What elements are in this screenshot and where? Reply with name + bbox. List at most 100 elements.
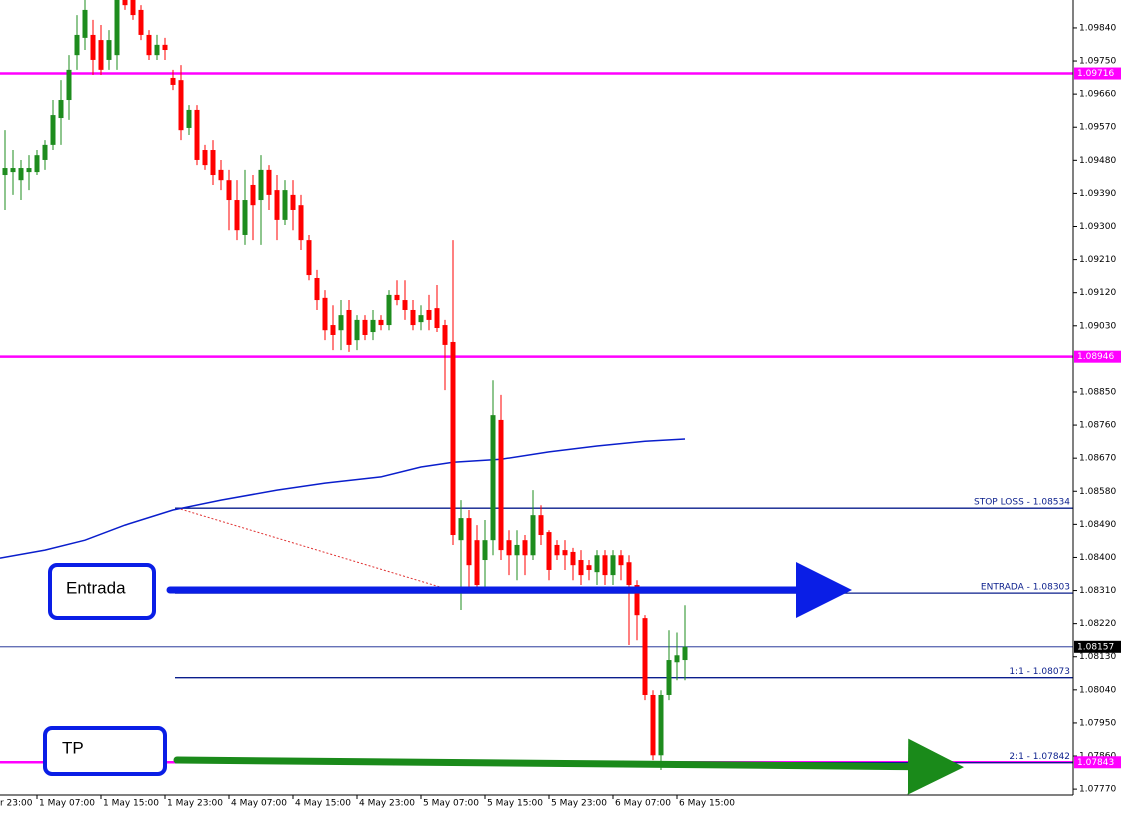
- entry-label: Entrada: [66, 578, 126, 597]
- candle-body: [642, 618, 648, 695]
- candle-body: [66, 69, 72, 101]
- candle-body: [90, 34, 96, 60]
- x-tick-label: r 23:00: [0, 799, 33, 809]
- candle-body: [314, 277, 320, 301]
- candle-body: [410, 309, 416, 326]
- candle-body: [586, 565, 592, 570]
- candle-body: [530, 515, 536, 556]
- y-tick-label: 1.08400: [1079, 553, 1116, 563]
- candle-body: [170, 77, 176, 85]
- candle-body: [426, 309, 432, 320]
- candle-body: [242, 200, 248, 235]
- candle-body: [538, 515, 544, 536]
- y-tick-label: 1.08850: [1079, 387, 1116, 397]
- candle-body: [442, 325, 448, 345]
- tp-label: TP: [62, 738, 84, 757]
- y-tick-label: 1.09300: [1079, 222, 1116, 232]
- candle-body: [322, 297, 328, 331]
- candle-body: [386, 294, 392, 326]
- candle-body: [634, 585, 640, 616]
- candle-body: [346, 309, 352, 345]
- plot-area: STOP LOSS - 1.08534 ENTRADA - 1.08303 1:1 …: [0, 0, 1073, 770]
- candle-body: [258, 169, 264, 201]
- price-marker: [1074, 350, 1121, 363]
- price-marker-label: 1.07843: [1077, 758, 1114, 768]
- x-tick-label: 6 May 07:00: [615, 799, 671, 809]
- y-tick-label: 1.08490: [1079, 520, 1116, 530]
- candle-body: [330, 325, 336, 335]
- candle-body: [562, 550, 568, 556]
- candle-body: [610, 555, 616, 576]
- y-tick-label: 1.08760: [1079, 421, 1116, 431]
- y-tick-label: 1.08130: [1079, 652, 1116, 662]
- y-tick-label: 1.09120: [1079, 288, 1116, 298]
- x-tick-label: 5 May 23:00: [551, 799, 607, 809]
- candle-body: [546, 532, 552, 570]
- candle-body: [354, 319, 360, 341]
- tp-box: [43, 726, 167, 776]
- candle-body: [522, 540, 528, 556]
- x-tick-label: 1 May 07:00: [39, 799, 95, 809]
- candle-body: [306, 240, 312, 276]
- candle-body: [490, 415, 496, 541]
- candle-body: [658, 694, 664, 756]
- x-tick-label: 4 May 07:00: [231, 799, 287, 809]
- candle-body: [194, 109, 200, 160]
- price-marker-label: 1.09716: [1077, 69, 1114, 79]
- candle-body: [178, 80, 184, 131]
- overlay: Entrada TP: [43, 562, 964, 795]
- candle-body: [74, 34, 80, 56]
- candle-body: [18, 168, 24, 181]
- y-tick-label: 1.08670: [1079, 454, 1116, 464]
- candle-body: [498, 419, 504, 551]
- x-tick-label: 1 May 15:00: [103, 799, 159, 809]
- price-marker: [1074, 67, 1121, 80]
- candle-body: [26, 168, 32, 173]
- y-tick-label: 1.09840: [1079, 23, 1116, 33]
- candle-body: [626, 562, 632, 586]
- candle-body: [98, 40, 104, 70]
- y-tick-label: 1.08220: [1079, 619, 1116, 629]
- price-marker: [1074, 756, 1121, 769]
- entry-box: [48, 563, 156, 620]
- candle-body: [434, 308, 440, 329]
- candle-body: [458, 518, 464, 541]
- trend-line: [176, 507, 441, 588]
- candle-body: [466, 518, 472, 566]
- candle-body: [186, 109, 192, 128]
- candle-body: [266, 169, 272, 195]
- candle-body: [578, 560, 584, 576]
- candle-body: [370, 319, 376, 333]
- candle-body: [650, 694, 656, 756]
- candle-body: [234, 200, 240, 231]
- candle-body: [338, 315, 344, 331]
- candle-body: [122, 0, 128, 6]
- candle-body: [10, 168, 16, 173]
- level-label: STOP LOSS - 1.08534: [974, 498, 1070, 508]
- candle-body: [138, 9, 144, 35]
- candle-body: [130, 0, 136, 16]
- candle-body: [290, 194, 296, 210]
- candle-body: [402, 300, 408, 310]
- candle-body: [298, 205, 304, 241]
- x-tick-label: 4 May 15:00: [295, 799, 351, 809]
- y-tick-label: 1.09750: [1079, 57, 1116, 67]
- candle-body: [282, 190, 288, 220]
- candle-body: [106, 40, 112, 60]
- candle-body: [674, 655, 680, 663]
- candle-body: [250, 184, 256, 206]
- candle-body: [506, 540, 512, 556]
- candle-body: [450, 341, 456, 536]
- candle-body: [50, 115, 56, 145]
- level-label: 2:1 - 1.07842: [1009, 752, 1070, 762]
- price-marker: [1074, 640, 1121, 653]
- candle-body: [682, 646, 688, 661]
- candle-body: [418, 315, 424, 323]
- level-label: 1:1 - 1.08073: [1009, 667, 1070, 677]
- y-tick-label: 1.08310: [1079, 586, 1116, 596]
- candle-body: [602, 555, 608, 576]
- candle-body: [570, 551, 576, 566]
- y-tick-label: 1.09660: [1079, 90, 1116, 100]
